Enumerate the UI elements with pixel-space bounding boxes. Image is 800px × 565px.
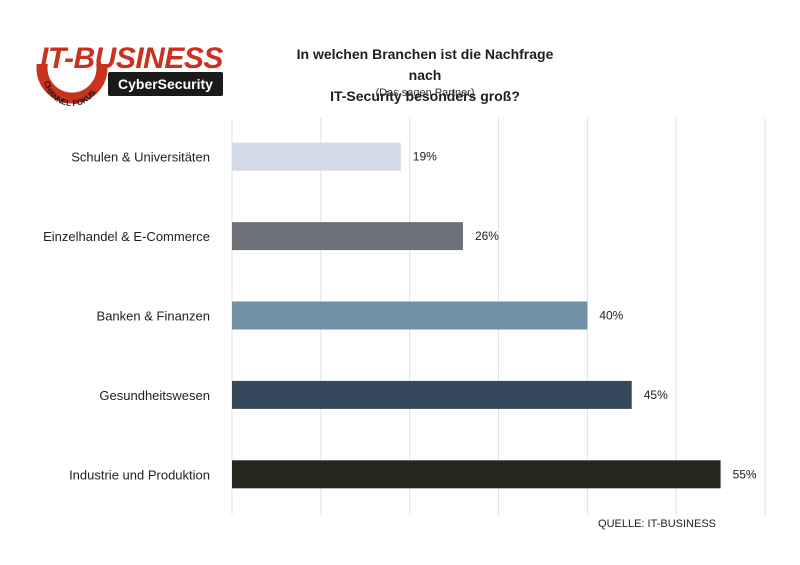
logo-cybersecurity-tag: CyberSecurity: [108, 72, 223, 96]
chart-title-line-2: IT-Security besonders groß?: [330, 88, 520, 104]
chart-bars: [232, 142, 721, 489]
chart-title-line-1: In welchen Branchen ist die Nachfrage na…: [296, 46, 554, 83]
category-label: Einzelhandel & E-Commerce: [43, 229, 210, 244]
category-label: Gesundheitswesen: [99, 388, 210, 403]
category-label: Schulen & Universitäten: [71, 150, 210, 165]
category-label: Banken & Finanzen: [97, 309, 210, 324]
logo: IT-BUSINESS CHANNEL FOKUS CyberSecurity: [36, 42, 236, 112]
logo-arc-badge: CHANNEL FOKUS: [36, 64, 108, 108]
bar: [232, 142, 401, 171]
value-label: 55%: [733, 467, 757, 481]
bar: [232, 380, 632, 409]
bar: [232, 222, 463, 251]
chart-subtitle: (Das sagen Partner): [375, 87, 475, 99]
value-label: 40%: [599, 309, 623, 323]
logo-wordmark: IT-BUSINESS: [40, 42, 223, 75]
value-label: 26%: [475, 229, 499, 243]
chart-labels: Schulen & Universitäten 19% Einzelhandel &…: [43, 150, 757, 483]
value-label: 45%: [644, 388, 668, 402]
category-label: Industrie und Produktion: [69, 467, 210, 482]
bar: [232, 460, 721, 489]
bar: [232, 301, 588, 330]
source-note: QUELLE: IT-BUSINESS: [598, 518, 716, 530]
value-label: 19%: [413, 150, 437, 164]
chart-title: In welchen Branchen ist die Nachfrage na…: [290, 44, 560, 107]
